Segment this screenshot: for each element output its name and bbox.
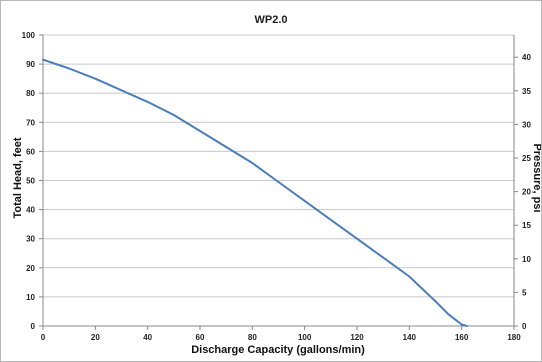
y-axis-ticks: 0 10 20 30 40 50 60 70 80 90 100 — [22, 31, 43, 331]
x-tick-label: 40 — [143, 333, 152, 342]
y-tick-label: 60 — [26, 147, 35, 156]
x-tick-label: 100 — [298, 333, 312, 342]
data-point — [199, 130, 201, 132]
x-tick-label: 160 — [455, 333, 469, 342]
data-point — [68, 67, 70, 70]
x-tick-label: 20 — [91, 333, 100, 342]
y2-tick-label: 40 — [522, 53, 531, 62]
data-point — [460, 323, 463, 326]
y-axis-title: Total Head, feet — [12, 137, 24, 218]
data-point — [408, 275, 411, 278]
data-point — [356, 237, 358, 240]
y-tick-label: 70 — [26, 118, 35, 127]
x-tick-label: 80 — [248, 333, 257, 342]
y-tick-label: 20 — [26, 264, 35, 273]
data-point — [94, 77, 97, 80]
data-point — [251, 162, 254, 164]
data-point — [330, 218, 332, 221]
y-tick-label: 90 — [26, 60, 35, 69]
y-tick-label: 10 — [26, 293, 35, 302]
x-tick-label: 140 — [403, 333, 417, 342]
y-tick-label: 80 — [26, 89, 35, 98]
series-line — [42, 58, 468, 327]
y-tick-label: 30 — [26, 235, 35, 244]
y2-tick-label: 0 — [522, 322, 527, 331]
chart-title: WP2.0 — [254, 14, 287, 26]
y2-tick-label: 5 — [522, 288, 527, 297]
x-axis-title: Discharge Capacity (gallons/min) — [191, 344, 365, 356]
y2-tick-label: 10 — [522, 255, 531, 264]
data-point — [225, 146, 227, 148]
y2-tick-label: 15 — [522, 221, 531, 230]
data-point — [120, 89, 123, 92]
x-tick-label: 0 — [41, 333, 46, 342]
data-point — [466, 325, 468, 327]
series-group — [42, 58, 468, 327]
y-tick-label: 0 — [31, 322, 36, 331]
y2-tick-label: 30 — [522, 120, 531, 129]
y-tick-label: 50 — [26, 177, 35, 186]
y2-tick-label: 25 — [522, 154, 531, 163]
data-point — [447, 313, 450, 316]
data-point — [382, 256, 384, 259]
x-tick-label: 180 — [507, 333, 521, 342]
data-point — [146, 101, 149, 103]
data-point — [42, 58, 44, 61]
data-point — [434, 300, 437, 303]
y2-tick-label: 20 — [522, 188, 531, 197]
grid-lines — [43, 34, 514, 327]
data-point — [303, 200, 306, 202]
x-tick-label: 60 — [196, 333, 205, 342]
y-tick-label: 40 — [26, 206, 35, 215]
y-tick-label: 100 — [22, 31, 36, 40]
y2-axis-ticks: 0 5 10 15 20 25 30 35 40 — [514, 53, 531, 331]
y2-tick-label: 35 — [522, 87, 531, 96]
data-point — [173, 114, 175, 116]
y2-axis-title: Pressure, psi — [531, 143, 541, 212]
x-tick-label: 120 — [350, 333, 364, 342]
x-axis-ticks: 0 20 40 60 80 100 120 140 160 180 — [41, 326, 521, 342]
data-point — [277, 181, 280, 183]
